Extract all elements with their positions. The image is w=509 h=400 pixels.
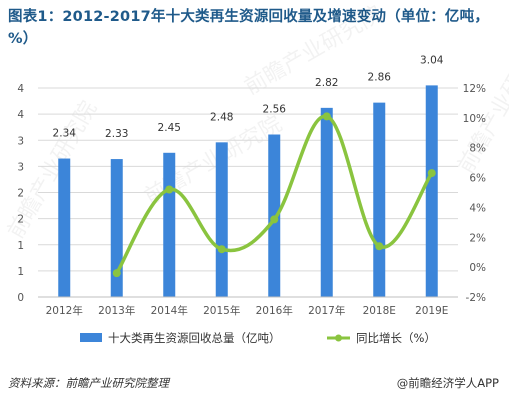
y-right-tick-label: 10% — [463, 113, 486, 125]
x-tick-label: 2019E — [415, 305, 448, 317]
bar-data-label: 2.82 — [315, 77, 338, 89]
brand-label: @前瞻经济学人APP — [396, 376, 499, 390]
bar — [425, 85, 438, 297]
x-tick-label: 2016年 — [256, 304, 293, 317]
y-right-tick-label: -2% — [466, 292, 486, 304]
legend: 十大类再生资源回收总量（亿吨） 同比增长（%） — [80, 331, 436, 345]
x-axis: 2012年 2013年 2014年 2015年 2016年 2017年 2018E 2019E — [38, 296, 458, 317]
data-labels: 2.34 2.33 2.45 2.48 2.56 2.82 2.86 3.04 — [53, 54, 444, 140]
legend-bar-label: 十大类再生资源回收总量（亿吨） — [108, 331, 281, 345]
growth-point — [322, 112, 331, 121]
y-left-tick-label: 2 — [17, 188, 24, 200]
bar-data-label: 2.56 — [263, 104, 287, 116]
grid — [38, 87, 458, 298]
growth-point — [165, 185, 174, 194]
x-tick-label: 2015年 — [203, 304, 240, 317]
y-right-tick-label: 8% — [469, 143, 486, 155]
bar-data-label: 2.33 — [105, 128, 128, 140]
x-tick-label: 2017年 — [308, 304, 345, 317]
bar — [58, 158, 71, 297]
x-tick-label: 2014年 — [151, 304, 188, 317]
chart-title: 图表1：2012-2017年十大类再生资源回收量及增速变动（单位：亿吨，%） — [8, 9, 490, 47]
bar-data-label: 2.86 — [368, 72, 392, 84]
y-left-tick-label: 1 — [17, 266, 24, 278]
y-right-tick-label: 6% — [469, 173, 486, 185]
y-right-tick-label: 2% — [469, 232, 486, 244]
legend-line-marker — [335, 334, 342, 342]
bar-data-label: 2.48 — [210, 111, 233, 123]
x-tick-label: 2013年 — [98, 304, 135, 317]
growth-point — [427, 169, 436, 178]
y-axis-left: 0 1 1 2 2 3 3 4 4 — [17, 83, 24, 304]
growth-point — [270, 215, 279, 224]
growth-point — [112, 269, 121, 278]
legend-line-label: 同比增长（%） — [356, 331, 436, 345]
bar — [215, 142, 228, 297]
y-left-tick-label: 2 — [17, 214, 24, 226]
bar — [110, 159, 123, 297]
y-right-tick-label: 12% — [463, 83, 486, 95]
y-right-tick-label: 4% — [469, 202, 486, 214]
watermark-text: 前瞻产业研究院 — [241, 2, 387, 101]
x-tick-label: 2012年 — [46, 304, 83, 317]
bar-data-label: 3.04 — [420, 54, 444, 66]
bar — [163, 152, 176, 297]
bar-data-label: 2.45 — [158, 122, 181, 134]
x-tick-label: 2018E — [363, 305, 396, 317]
legend-bar-swatch — [80, 333, 102, 342]
growth-point — [375, 242, 384, 251]
y-left-tick-label: 0 — [17, 292, 24, 304]
source-note: 资料来源：前瞻产业研究院整理 — [8, 376, 169, 390]
growth-line — [112, 112, 436, 278]
bar-data-label: 2.34 — [53, 128, 77, 140]
y-axis-right: -2% 0% 2% 4% 6% 8% 10% 12% — [463, 83, 486, 304]
y-right-tick-label: 0% — [469, 262, 486, 274]
y-left-tick-label: 3 — [17, 135, 24, 147]
y-left-tick-label: 4 — [17, 83, 24, 95]
y-left-tick-label: 1 — [17, 240, 24, 252]
bar — [320, 107, 333, 297]
y-left-tick-label: 3 — [17, 161, 24, 173]
watermark-text: 前瞻产业研究院 — [454, 32, 509, 178]
bars — [58, 85, 438, 297]
bar — [373, 102, 386, 297]
y-left-tick-label: 4 — [17, 109, 24, 121]
growth-point — [217, 245, 226, 254]
